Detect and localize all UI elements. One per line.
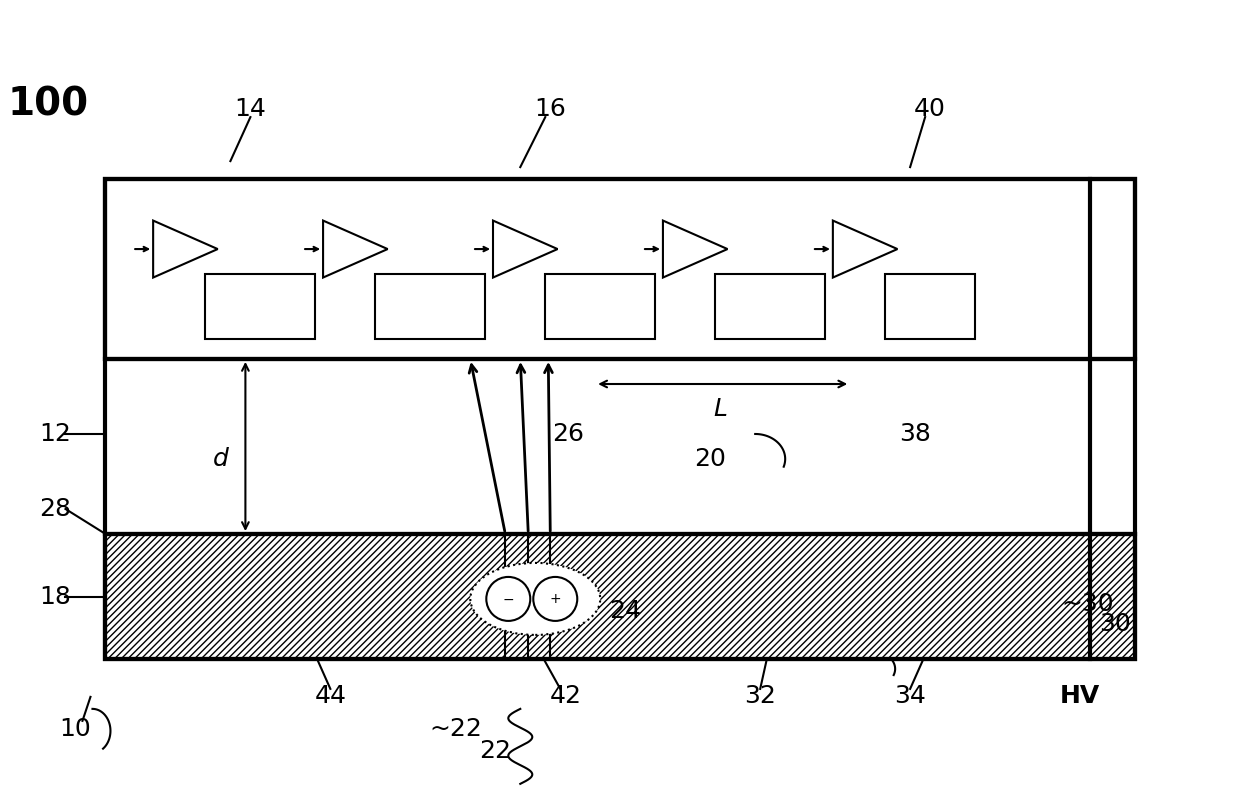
Text: 38: 38	[899, 422, 931, 446]
Text: HV: HV	[1060, 684, 1100, 708]
Text: 42: 42	[549, 684, 582, 708]
Text: 32: 32	[744, 684, 776, 708]
Bar	[206, 274, 315, 339]
Text: 28: 28	[40, 497, 72, 521]
Bar	[105, 359, 1135, 534]
Bar	[105, 179, 1135, 659]
Text: 26: 26	[552, 422, 584, 446]
Text: 44: 44	[315, 684, 346, 708]
Text: d: d	[212, 447, 228, 471]
Bar	[105, 179, 1135, 359]
Text: 24: 24	[609, 599, 641, 623]
Text: $+$: $+$	[549, 592, 562, 606]
Text: 12: 12	[40, 422, 72, 446]
Text: 34: 34	[894, 684, 926, 708]
Bar	[546, 274, 655, 339]
Text: 100: 100	[7, 85, 89, 123]
Bar	[376, 274, 485, 339]
Text: $-$: $-$	[502, 592, 515, 606]
Text: 30: 30	[1099, 612, 1131, 636]
Text: 14: 14	[234, 97, 267, 122]
Text: 40: 40	[914, 97, 946, 122]
Text: ~22: ~22	[429, 717, 482, 741]
Ellipse shape	[486, 577, 531, 621]
Text: 20: 20	[694, 447, 727, 471]
Text: 16: 16	[534, 97, 567, 122]
Bar	[715, 274, 825, 339]
Text: ~30: ~30	[1061, 592, 1115, 616]
Text: 10: 10	[60, 717, 92, 741]
Text: 22: 22	[480, 739, 511, 763]
Ellipse shape	[533, 577, 578, 621]
Bar	[885, 274, 975, 339]
Bar	[105, 534, 1135, 659]
Ellipse shape	[470, 563, 600, 635]
Text: 18: 18	[40, 585, 72, 609]
Text: L: L	[713, 397, 727, 421]
